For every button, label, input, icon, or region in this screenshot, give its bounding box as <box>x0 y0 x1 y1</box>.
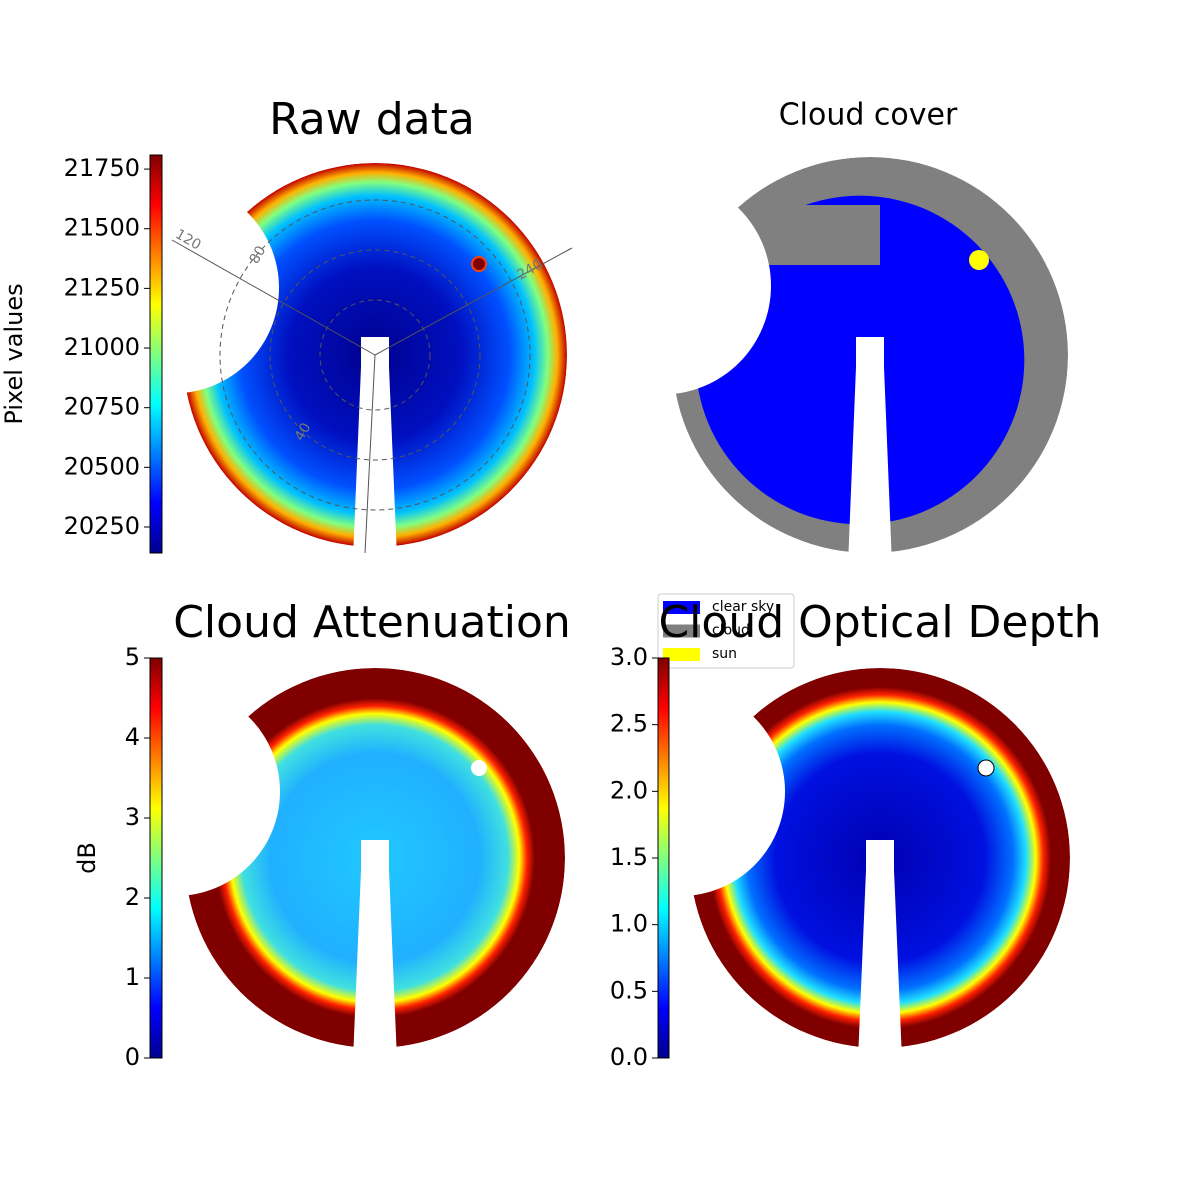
colorbar-tick-label: 21500 <box>64 214 140 242</box>
sky-image <box>690 668 1070 1060</box>
colorbar-tick-label: 0.5 <box>610 976 648 1004</box>
colorbar-tick-label: 2 <box>125 883 140 911</box>
legend-label: clear sky <box>712 599 774 615</box>
polar-circle <box>319 299 431 411</box>
polar-circle <box>219 199 531 511</box>
legend-swatch <box>663 648 700 661</box>
panel-title: Raw data <box>269 94 475 145</box>
sky-image <box>672 157 1068 565</box>
legend: clear sky cloud sun <box>657 593 795 669</box>
polar-grid <box>171 199 573 554</box>
colorbar-tick-label: 21750 <box>64 154 140 182</box>
polar-ray <box>171 239 376 356</box>
panel-title: Cloud cover <box>779 98 958 133</box>
colorbar-tick-label: 4 <box>125 723 140 751</box>
colorbar-tick-label: 20500 <box>64 452 140 480</box>
legend-label: sun <box>712 646 737 662</box>
sun-spot <box>471 256 487 272</box>
clear-region <box>700 205 880 265</box>
colorbar-tick-label: 1.5 <box>610 843 648 871</box>
colorbar-tick-label: 20250 <box>64 512 140 540</box>
colorbar-label: dB <box>73 842 101 874</box>
colorbar-tick-label: 5 <box>125 643 140 671</box>
colorbar <box>657 657 670 1059</box>
colorbar-tick-label: 21000 <box>64 333 140 361</box>
colorbar-tick-label: 1.0 <box>610 910 648 938</box>
legend-swatch <box>663 601 700 614</box>
colorbar-tick-label: 2.5 <box>610 710 648 738</box>
polar-circle <box>269 249 481 461</box>
polar-ray <box>364 354 376 554</box>
polar-label: 40 <box>292 420 315 443</box>
colorbar-tick-label: 21250 <box>64 273 140 301</box>
colorbar-tick-label: 0.0 <box>610 1043 648 1071</box>
sun-hole <box>471 760 487 776</box>
panel-title: Cloud Optical Depth <box>658 597 1101 648</box>
colorbar-tick-label: 20750 <box>64 393 140 421</box>
camera-mast <box>353 337 397 559</box>
colorbar-tick-label: 1 <box>125 963 140 991</box>
colorbar <box>149 154 163 554</box>
polar-label: 80 <box>247 243 270 266</box>
panel-title: Cloud Attenuation <box>173 597 571 648</box>
camera-mast <box>353 840 397 1060</box>
colorbar-tick-label: 3 <box>125 803 140 831</box>
camera-mast <box>858 840 902 1060</box>
sun-hole <box>977 759 995 777</box>
polar-ray <box>374 247 573 356</box>
colorbar <box>149 657 163 1059</box>
colorbar-tick-label: 3.0 <box>610 643 648 671</box>
legend-label: cloud <box>712 623 750 639</box>
legend-swatch <box>663 624 700 638</box>
colorbar-tick-label: 2.0 <box>610 776 648 804</box>
sun-region <box>969 250 989 270</box>
colorbar-tick-label: 0 <box>125 1043 140 1071</box>
camera-mast <box>848 337 892 565</box>
sky-image <box>185 668 565 1060</box>
colorbar-label: Pixel values <box>0 283 28 424</box>
